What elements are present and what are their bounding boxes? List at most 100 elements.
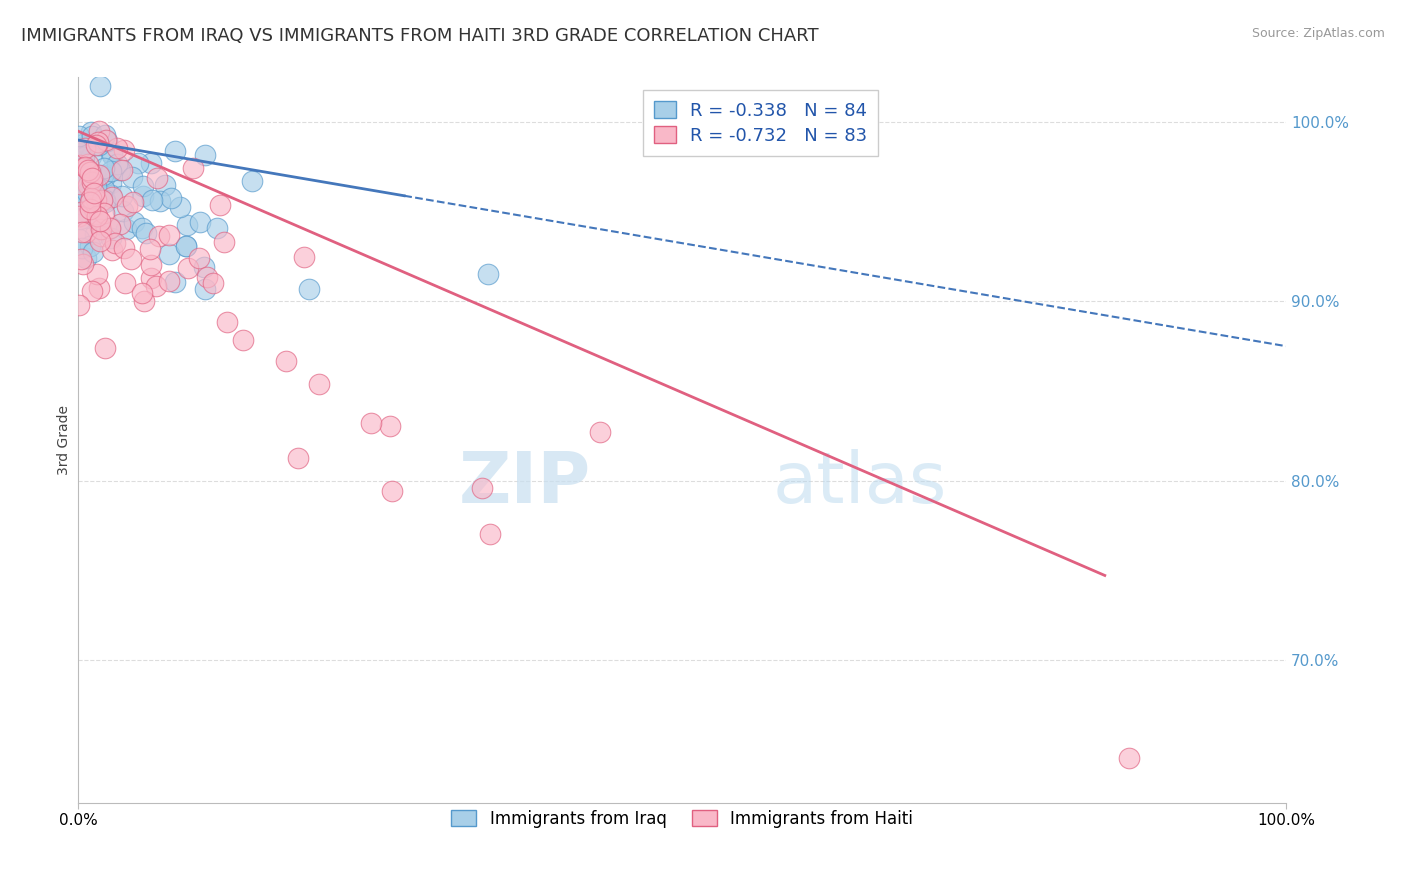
Point [100,243,122,257]
Point [83,186,105,201]
Point [84,193,107,207]
Point [80,175,103,189]
Point [72,192,94,206]
Point [177,261,200,276]
Point [91,169,114,183]
Point [69,197,91,211]
Point [169,200,191,214]
Point [120,252,142,267]
Point [69,178,91,192]
Point [101,145,124,160]
Point [111,162,134,177]
Point [131,221,153,235]
Point [77,157,100,171]
Point [135,226,157,240]
Point [93,193,115,207]
Point [73,146,96,161]
Point [84,180,107,194]
Point [477,268,499,282]
Point [114,276,136,290]
Point [72,257,94,271]
Text: IMMIGRANTS FROM IRAQ VS IMMIGRANTS FROM HAITI 3RD GRADE CORRELATION CHART: IMMIGRANTS FROM IRAQ VS IMMIGRANTS FROM … [21,27,818,45]
Point [87,168,110,182]
Point [148,229,170,244]
Text: atlas: atlas [773,450,948,518]
Point [75,225,97,239]
Point [69,158,91,172]
Point [308,376,330,391]
Point [205,220,228,235]
Point [69,205,91,219]
Point [80,171,103,186]
Point [360,417,382,431]
Point [298,282,321,296]
Point [70,170,93,185]
Point [108,217,131,231]
Point [93,205,115,219]
Point [70,194,93,208]
Point [104,236,127,251]
Point [79,181,101,195]
Point [100,221,122,235]
Point [100,187,122,202]
Point [83,167,105,181]
Point [157,247,180,261]
Point [146,170,169,185]
Point [122,195,145,210]
Point [73,178,96,192]
Point [89,214,111,228]
Point [96,135,118,149]
Point [217,314,239,328]
Point [471,481,494,495]
Point [163,145,186,159]
Point [117,199,139,213]
Point [139,242,162,256]
Point [183,161,205,175]
Point [380,419,402,434]
Text: Source: ZipAtlas.com: Source: ZipAtlas.com [1251,27,1385,40]
Point [70,241,93,255]
Point [201,277,224,291]
Point [107,157,129,171]
Point [73,160,96,174]
Point [87,135,110,149]
Point [89,79,111,94]
Point [79,125,101,139]
Point [157,228,180,243]
Point [287,451,309,466]
Legend: Immigrants from Iraq, Immigrants from Haiti: Immigrants from Iraq, Immigrants from Ha… [444,803,920,835]
Point [194,148,217,162]
Point [139,271,162,285]
Point [82,128,104,143]
Point [111,189,134,203]
Point [194,282,217,296]
Point [76,185,98,199]
Point [94,169,117,184]
Point [105,141,128,155]
Point [174,239,197,253]
Point [139,258,162,272]
Point [72,225,94,239]
Point [176,218,198,232]
Point [1118,751,1140,765]
Point [82,284,104,298]
Point [478,527,501,541]
Point [153,178,176,192]
Point [132,293,155,308]
Text: ZIP: ZIP [460,450,592,518]
Point [79,238,101,252]
Point [195,269,218,284]
Point [188,252,211,266]
Point [67,128,90,143]
Point [274,353,297,368]
Point [80,149,103,163]
Point [132,189,155,203]
Point [79,164,101,178]
Point [588,425,610,440]
Point [89,138,111,153]
Point [82,244,104,259]
Point [75,189,97,203]
Point [75,136,97,151]
Point [112,143,135,157]
Point [193,260,215,275]
